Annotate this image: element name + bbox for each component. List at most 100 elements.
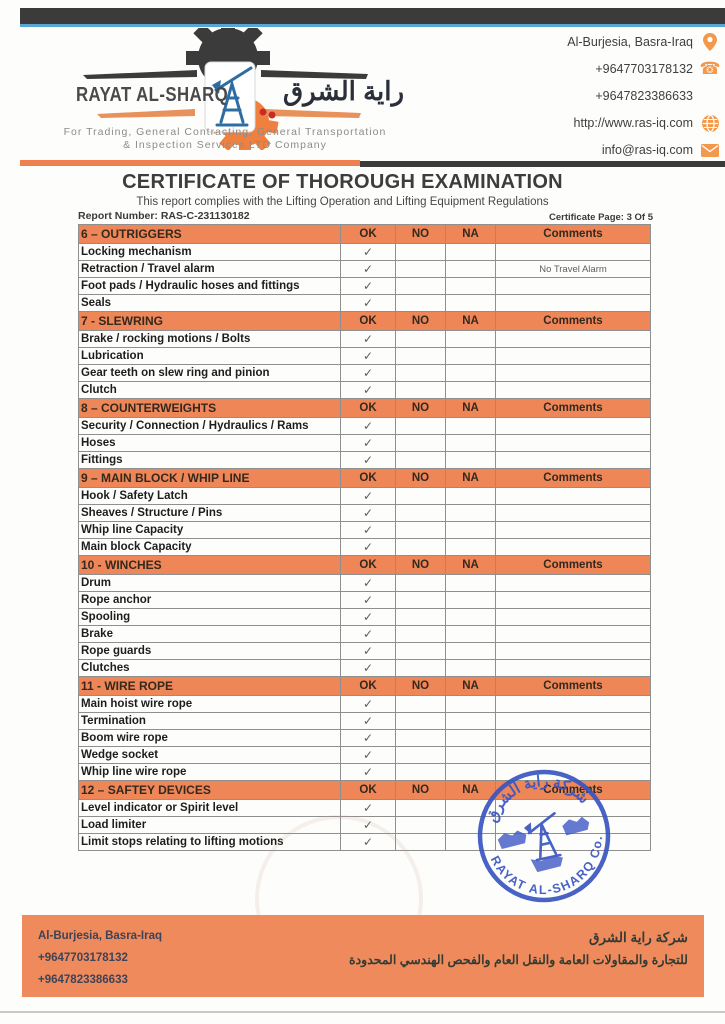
table-row: Brake ✓: [78, 625, 651, 643]
table-row: Rope guards ✓: [78, 642, 651, 660]
no-cell: [395, 574, 446, 592]
contact-email[interactable]: info@ras-iq.com: [601, 143, 693, 157]
na-cell: [445, 538, 496, 556]
section-header-row: 7 - SLEWRING OK NO NA Comments: [78, 311, 651, 331]
na-cell: [445, 608, 496, 626]
envelope-icon: [701, 141, 719, 159]
na-cell: [445, 243, 496, 261]
comment-cell: [495, 504, 651, 522]
ok-cell: ✓: [340, 451, 396, 469]
column-header-ok: OK: [340, 224, 396, 244]
item-label: Lubrication: [78, 347, 341, 365]
column-header-comments: Comments: [495, 224, 651, 244]
item-label: Sheaves / Structure / Pins: [78, 504, 341, 522]
footer-band: Al-Burjesia, Basra-Iraq +9647703178132 +…: [22, 915, 704, 997]
no-cell: [395, 294, 446, 312]
comment-cell: [495, 695, 651, 713]
item-label: Boom wire rope: [78, 729, 341, 747]
item-label: Fittings: [78, 451, 341, 469]
no-cell: [395, 487, 446, 505]
column-header-comments: Comments: [495, 468, 651, 488]
contact-phone2-row: +9647823386633 ☎: [459, 86, 719, 106]
no-cell: [395, 521, 446, 539]
ok-cell: ✓: [340, 574, 396, 592]
section-header-row: 8 – COUNTERWEIGHTS OK NO NA Comments: [78, 398, 651, 418]
ok-cell: ✓: [340, 608, 396, 626]
section-title: 7 - SLEWRING: [78, 311, 341, 331]
item-label: Spooling: [78, 608, 341, 626]
item-label: Whip line Capacity: [78, 521, 341, 539]
section-title: 11 - WIRE ROPE: [78, 676, 341, 696]
ok-cell: ✓: [340, 521, 396, 539]
ok-cell: ✓: [340, 763, 396, 781]
na-cell: [445, 695, 496, 713]
column-header-ok: OK: [340, 676, 396, 696]
ok-cell: ✓: [340, 729, 396, 747]
footer-contact: Al-Burjesia, Basra-Iraq +9647703178132 +…: [38, 925, 162, 991]
ok-cell: ✓: [340, 417, 396, 435]
na-cell: [445, 347, 496, 365]
table-row: Brake / rocking motions / Bolts ✓: [78, 330, 651, 348]
section-header-row: 9 – MAIN BLOCK / WHIP LINE OK NO NA Comments: [78, 468, 651, 488]
ok-cell: ✓: [340, 243, 396, 261]
na-cell: [445, 574, 496, 592]
column-header-na: NA: [445, 676, 496, 696]
comment-cell: [495, 487, 651, 505]
item-label: Clutches: [78, 659, 341, 677]
section-title: 8 – COUNTERWEIGHTS: [78, 398, 341, 418]
section-header-row: 6 – OUTRIGGERS OK NO NA Comments: [78, 224, 651, 244]
table-row: Termination ✓: [78, 712, 651, 730]
logo-red-dot: [259, 108, 267, 116]
item-label: Brake / rocking motions / Bolts: [78, 330, 341, 348]
column-header-na: NA: [445, 398, 496, 418]
item-label: Load limiter: [78, 816, 341, 834]
column-header-ok: OK: [340, 398, 396, 418]
contact-website-row: http://www.ras-iq.com: [459, 113, 719, 133]
company-name-arabic: راية الشرق: [283, 76, 405, 106]
inspection-table-body: 6 – OUTRIGGERS OK NO NA Comments Locking mech…: [78, 224, 651, 851]
phone-icon: ☎: [699, 59, 721, 78]
na-cell: [445, 746, 496, 764]
column-header-comments: Comments: [495, 398, 651, 418]
comment-cell: [495, 591, 651, 609]
contact-website[interactable]: http://www.ras-iq.com: [573, 116, 693, 130]
comment-cell: [495, 381, 651, 399]
na-cell: [445, 642, 496, 660]
na-cell: [445, 451, 496, 469]
table-row: Foot pads / Hydraulic hoses and fittings…: [78, 277, 651, 295]
item-label: Brake: [78, 625, 341, 643]
page-title: CERTIFICATE OF THOROUGH EXAMINATION: [122, 171, 563, 193]
na-cell: [445, 434, 496, 452]
comment-cell: [495, 434, 651, 452]
na-cell: [445, 294, 496, 312]
item-label: Termination: [78, 712, 341, 730]
contact-location: Al-Burjesia, Basra-Iraq: [567, 35, 693, 49]
swoosh-left-orange: [97, 109, 195, 118]
comment-cell: [495, 521, 651, 539]
na-cell: [445, 330, 496, 348]
ok-cell: ✓: [340, 434, 396, 452]
no-cell: [395, 763, 446, 781]
column-header-ok: OK: [340, 468, 396, 488]
item-label: Security / Connection / Hydraulics / Ram…: [78, 417, 341, 435]
comment-cell: [495, 625, 651, 643]
ok-cell: ✓: [340, 799, 396, 817]
ok-cell: ✓: [340, 659, 396, 677]
no-cell: [395, 625, 446, 643]
comment-cell: No Travel Alarm: [495, 260, 651, 278]
swoosh-right-orange: [265, 109, 361, 118]
ok-cell: ✓: [340, 294, 396, 312]
no-cell: [395, 746, 446, 764]
table-row: Clutches ✓: [78, 659, 651, 677]
item-label: Hook / Safety Latch: [78, 487, 341, 505]
item-label: Seals: [78, 294, 341, 312]
page-bottom-edge: [0, 1011, 725, 1013]
no-cell: [395, 347, 446, 365]
stamp-gear-fragments: [497, 816, 590, 873]
item-label: Wedge socket: [78, 746, 341, 764]
column-header-ok: OK: [340, 780, 396, 800]
no-cell: [395, 695, 446, 713]
na-cell: [445, 625, 496, 643]
table-row: Security / Connection / Hydraulics / Ram…: [78, 417, 651, 435]
header-divider-orange: [20, 160, 360, 166]
